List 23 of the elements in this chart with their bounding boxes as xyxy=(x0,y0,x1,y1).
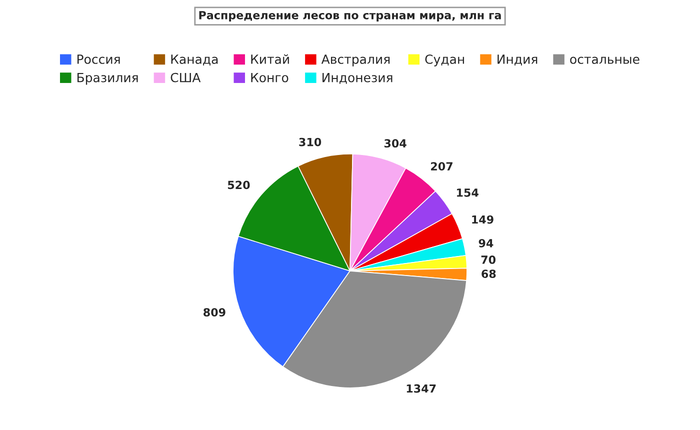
legend-label: Китай xyxy=(251,54,289,64)
legend-label: Индонезия xyxy=(322,72,392,84)
chart-title: Распределение лесов по странам мира, млн га xyxy=(199,11,501,22)
data-label: 809 xyxy=(204,308,226,317)
data-label: 154 xyxy=(457,188,478,197)
legend-label: Бразилия xyxy=(77,72,138,85)
data-label: 310 xyxy=(299,138,322,146)
data-label: 1347 xyxy=(406,384,436,393)
legend-label: Канада xyxy=(171,54,218,66)
legend-label: Индия xyxy=(498,54,538,66)
data-label: 520 xyxy=(228,180,250,190)
legend-label: Россия xyxy=(77,54,120,64)
legend-label: Конго xyxy=(251,72,288,82)
legend-label: Судан xyxy=(425,54,464,66)
data-label: 304 xyxy=(384,139,406,148)
data-label: 207 xyxy=(431,162,452,171)
data-label: 68 xyxy=(482,270,496,278)
legend-label: США xyxy=(170,72,201,82)
legend-label: остальные xyxy=(570,56,640,64)
data-label: 94 xyxy=(478,238,494,248)
data-label: 149 xyxy=(472,215,494,224)
legend-label: Австралия xyxy=(321,54,390,66)
data-label: 70 xyxy=(481,256,496,264)
